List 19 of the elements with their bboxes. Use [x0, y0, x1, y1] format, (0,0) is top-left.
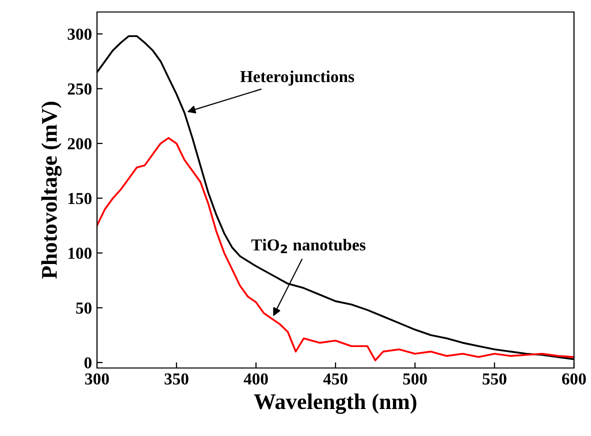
- annotation: Heterojunctions: [240, 70, 354, 86]
- x-tick-label: 400: [244, 373, 268, 385]
- y-tick-label: 100: [68, 248, 92, 259]
- y-axis-title: Photovoltage (mV): [41, 102, 62, 279]
- y-tick-label: 50: [76, 302, 92, 314]
- x-tick-label: 550: [482, 373, 506, 385]
- y-tick-label: 200: [68, 138, 92, 150]
- line-series: [97, 137, 574, 362]
- x-axis-title: Wavelength (nm): [254, 394, 416, 414]
- y-tick-label: 150: [68, 192, 92, 204]
- y-tick-label: 0: [84, 357, 92, 368]
- annotation: TiO$_{2}$ nanotubes: [251, 238, 366, 254]
- x-tick-label: 300: [85, 373, 109, 385]
- y-tick-label: 300: [68, 28, 92, 40]
- y-tick-label: 250: [68, 83, 92, 95]
- x-tick-label: 450: [323, 373, 348, 385]
- x-tick-label: 500: [403, 373, 427, 385]
- x-tick-label: 350: [164, 373, 188, 385]
- x-tick-label: 600: [562, 373, 586, 385]
